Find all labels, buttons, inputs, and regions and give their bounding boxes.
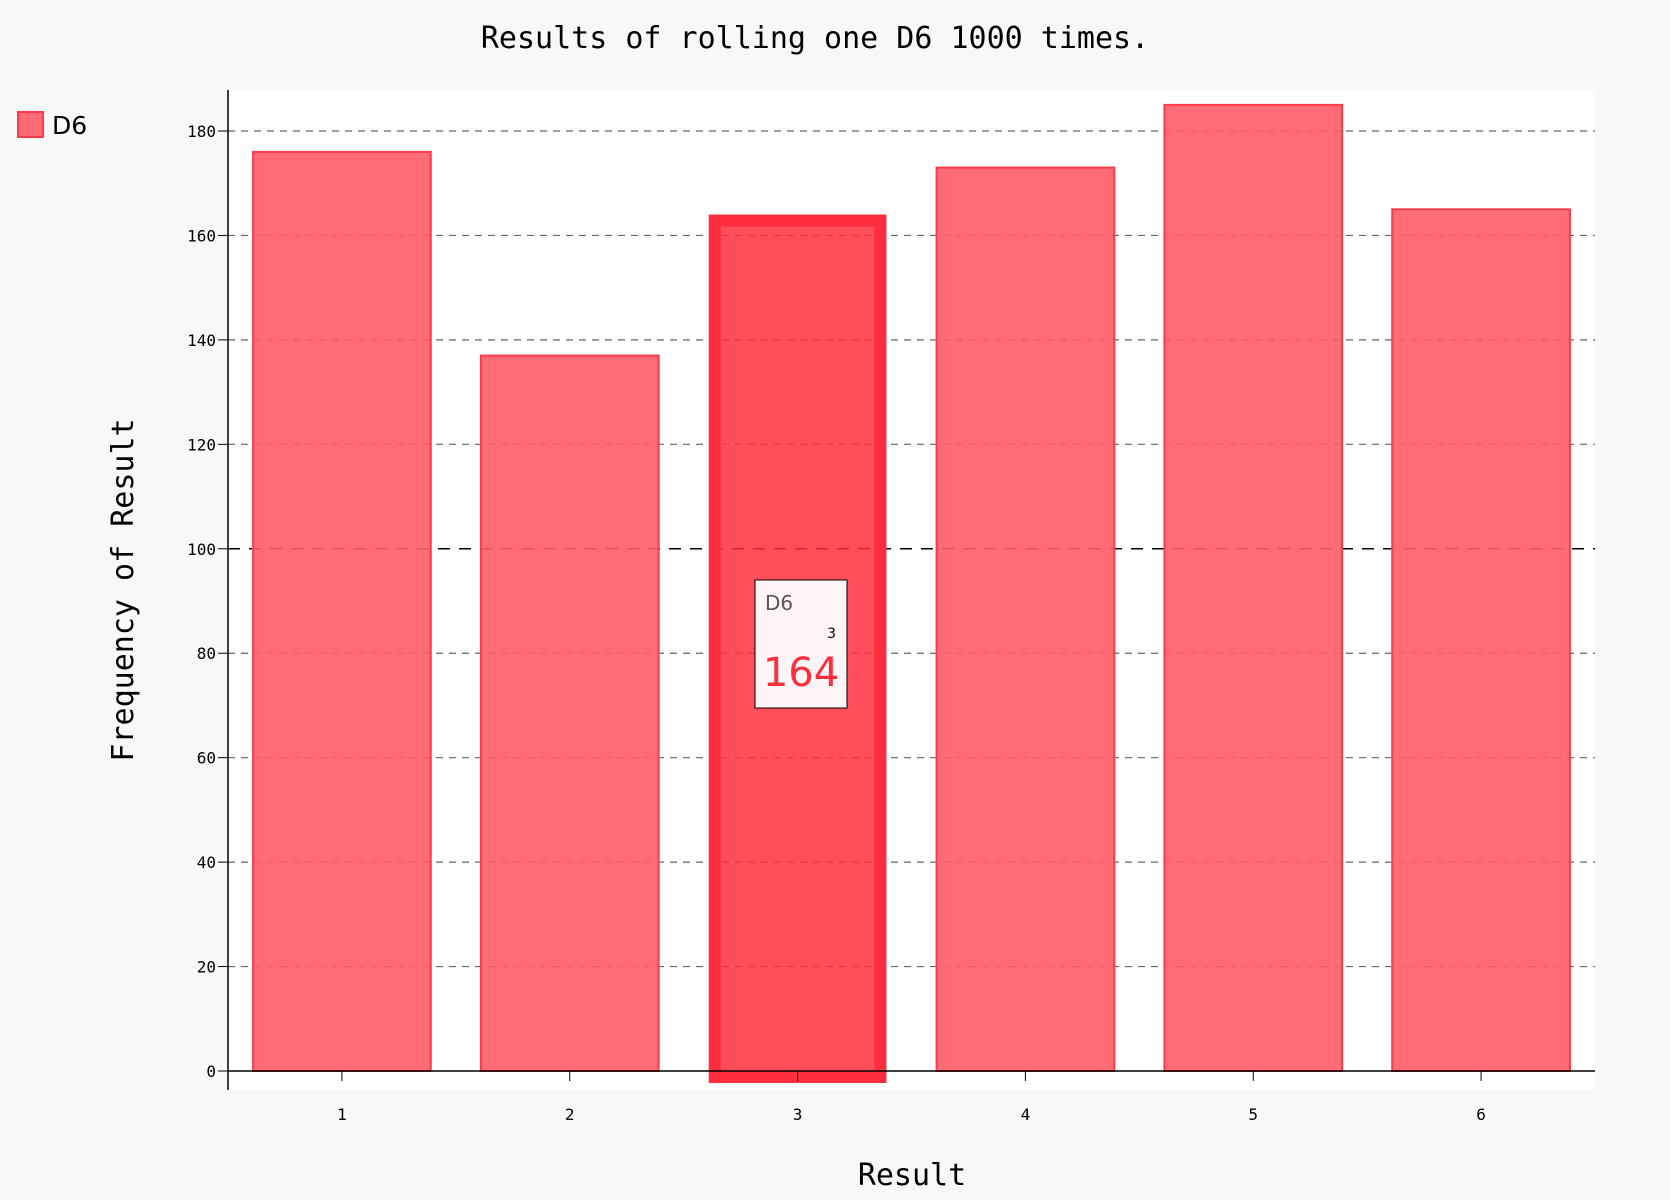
tooltip-x-label: 3 (827, 626, 836, 642)
tooltip-series-label: D6 (765, 591, 793, 615)
tooltip-box (754, 579, 848, 709)
y-axis-title: Frequency of Result (106, 418, 141, 761)
y-tick-label: 0 (206, 1062, 216, 1081)
y-tick-label: 120 (187, 435, 216, 454)
chart-title: Results of rolling one D6 1000 times. (481, 21, 1149, 56)
plot-area (228, 90, 1595, 1090)
y-tick-label: 40 (197, 853, 216, 872)
bar-2[interactable] (479, 354, 660, 1072)
x-tick-label: 4 (1021, 1105, 1031, 1124)
y-tick-label: 20 (197, 958, 216, 977)
y-tick-label: 100 (187, 540, 216, 559)
bar-4[interactable] (935, 166, 1116, 1073)
legend[interactable]: D6 (17, 111, 87, 140)
tooltip: D6 3 164 (754, 579, 848, 709)
legend-label: D6 (52, 111, 87, 140)
bar-6[interactable] (1391, 208, 1571, 1073)
x-tick-label: 2 (565, 1105, 575, 1124)
y-axis-ticks: 0 20 40 60 80 100 120 140 160 180 (187, 122, 228, 1081)
x-tick-label: 3 (793, 1105, 803, 1124)
bars (252, 103, 1571, 1084)
x-tick-label: 6 (1476, 1105, 1486, 1124)
bar-5[interactable] (1163, 103, 1344, 1072)
y-tick-label: 140 (187, 331, 216, 350)
y-tick-label: 80 (197, 644, 216, 663)
legend-swatch (17, 111, 44, 138)
x-tick-label: 1 (337, 1105, 347, 1124)
bar-1[interactable] (252, 150, 432, 1072)
y-tick-label: 60 (197, 749, 216, 768)
grid-lines (228, 130, 1595, 968)
x-axis-title: Result (858, 1158, 966, 1193)
x-tick-label: 5 (1248, 1105, 1258, 1124)
tooltip-value: 164 (763, 650, 839, 696)
y-tick-label: 180 (187, 122, 216, 141)
y-tick-label: 160 (187, 226, 216, 245)
x-axis-ticks: 1 2 3 4 5 6 (337, 1071, 1486, 1124)
